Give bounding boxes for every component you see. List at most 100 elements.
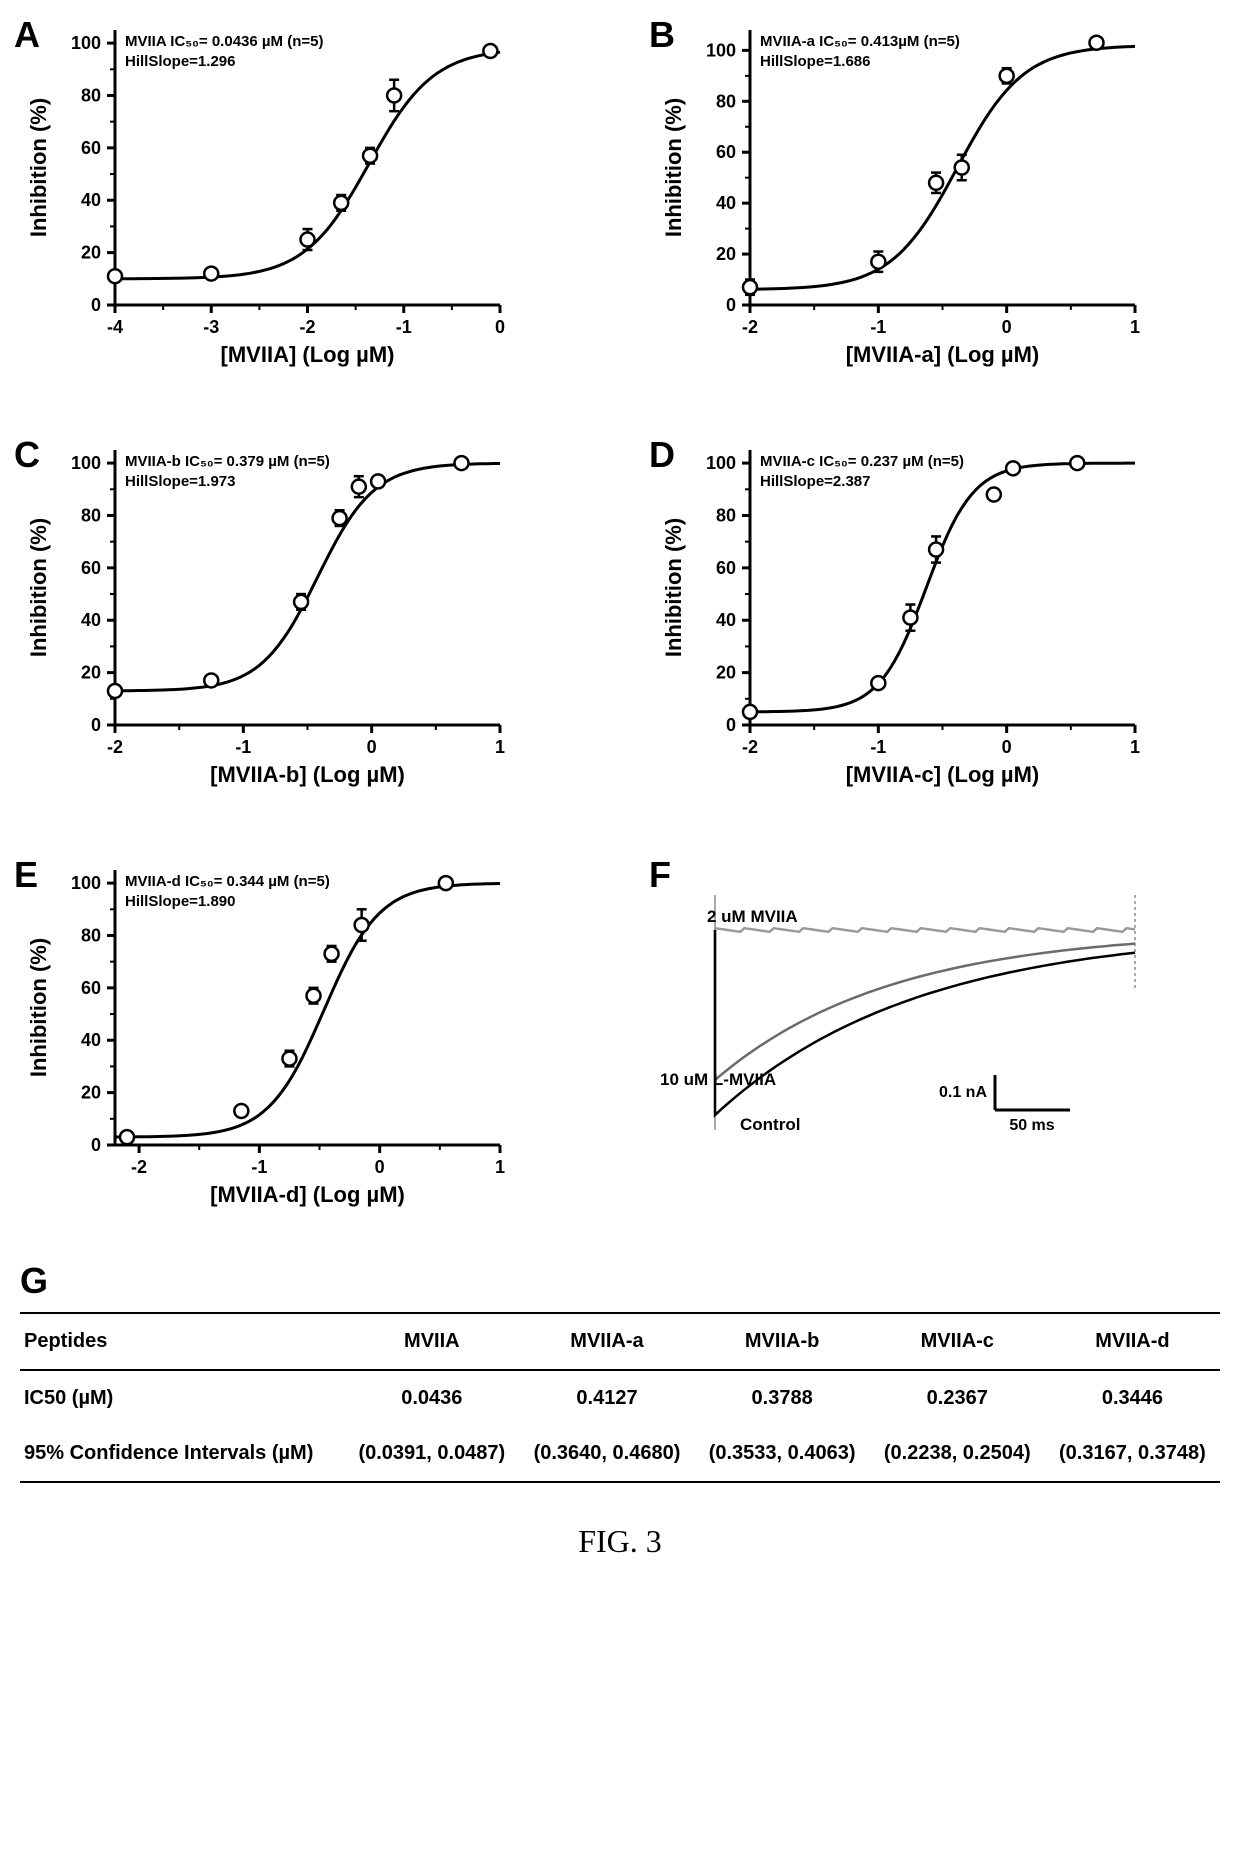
svg-text:40: 40 [81, 1030, 101, 1050]
table-cell: 0.3446 [1045, 1370, 1220, 1426]
svg-text:-2: -2 [742, 317, 758, 337]
anno-line2: HillSlope=2.387 [760, 472, 964, 492]
svg-text:100: 100 [706, 40, 736, 60]
dose-response-chart: 020406080100-2-101[MVIIA-d] (Log µM)Inhi… [20, 860, 520, 1220]
panel-e: E 020406080100-2-101[MVIIA-d] (Log µM)In… [20, 860, 585, 1220]
svg-text:0.1 nA: 0.1 nA [939, 1084, 987, 1101]
table-cell: IC50 (µM) [20, 1370, 344, 1426]
figure-caption: FIG. 3 [20, 1523, 1220, 1560]
table-panel: G PeptidesMVIIAMVIIA-aMVIIA-bMVIIA-cMVII… [20, 1260, 1220, 1483]
svg-text:50 ms: 50 ms [1009, 1117, 1054, 1134]
table-cell: 0.4127 [519, 1370, 694, 1426]
svg-text:40: 40 [716, 610, 736, 630]
panel-a: A 020406080100-4-3-2-10[MVIIA] (Log µM)I… [20, 20, 585, 380]
svg-text:0: 0 [91, 1135, 101, 1155]
svg-text:-1: -1 [251, 1157, 267, 1177]
svg-text:0: 0 [91, 715, 101, 735]
svg-text:60: 60 [81, 558, 101, 578]
svg-text:80: 80 [81, 505, 101, 525]
chart-annotation: MVIIA IC₅₀= 0.0436 µM (n=5) HillSlope=1.… [125, 32, 323, 73]
svg-text:10 uM L-MVIIA: 10 uM L-MVIIA [660, 1070, 776, 1089]
table-cell: (0.3640, 0.4680) [519, 1426, 694, 1482]
table-header: MVIIA-b [695, 1313, 870, 1370]
anno-line1: MVIIA IC₅₀= 0.0436 µM (n=5) [125, 32, 323, 52]
svg-text:-2: -2 [742, 737, 758, 757]
svg-text:60: 60 [716, 558, 736, 578]
anno-line1: MVIIA-a IC₅₀= 0.413µM (n=5) [760, 32, 960, 52]
svg-text:40: 40 [716, 193, 736, 213]
anno-line1: MVIIA-c IC₅₀= 0.237 µM (n=5) [760, 452, 964, 472]
svg-text:-2: -2 [299, 317, 315, 337]
svg-text:-2: -2 [131, 1157, 147, 1177]
svg-text:20: 20 [81, 1083, 101, 1103]
chart-annotation: MVIIA-a IC₅₀= 0.413µM (n=5) HillSlope=1.… [760, 32, 960, 73]
svg-text:Inhibition (%): Inhibition (%) [26, 98, 51, 237]
svg-text:Inhibition (%): Inhibition (%) [661, 98, 686, 237]
svg-text:60: 60 [81, 138, 101, 158]
table-header: MVIIA-a [519, 1313, 694, 1370]
chart-annotation: MVIIA-d IC₅₀= 0.344 µM (n=5) HillSlope=1… [125, 872, 330, 913]
table-header: Peptides [20, 1313, 344, 1370]
svg-text:1: 1 [1130, 737, 1140, 757]
svg-text:80: 80 [716, 91, 736, 111]
svg-text:20: 20 [716, 244, 736, 264]
table-cell: (0.3533, 0.4063) [695, 1426, 870, 1482]
svg-text:80: 80 [716, 505, 736, 525]
figure-grid: A 020406080100-4-3-2-10[MVIIA] (Log µM)I… [20, 20, 1220, 1220]
svg-text:80: 80 [81, 925, 101, 945]
svg-text:[MVIIA-a] (Log µM): [MVIIA-a] (Log µM) [846, 342, 1040, 367]
panel-b: B 020406080100-2-101[MVIIA-a] (Log µM)In… [655, 20, 1220, 380]
panel-c: C 020406080100-2-101[MVIIA-b] (Log µM)In… [20, 440, 585, 800]
svg-text:[MVIIA] (Log µM): [MVIIA] (Log µM) [221, 342, 395, 367]
svg-text:[MVIIA-b] (Log µM): [MVIIA-b] (Log µM) [210, 762, 405, 787]
svg-text:0: 0 [726, 715, 736, 735]
dose-response-chart: 020406080100-2-101[MVIIA-b] (Log µM)Inhi… [20, 440, 520, 800]
anno-line2: HillSlope=1.973 [125, 472, 330, 492]
svg-text:100: 100 [71, 453, 101, 473]
table-cell: 95% Confidence Intervals (µM) [20, 1426, 344, 1482]
svg-text:40: 40 [81, 190, 101, 210]
svg-text:0: 0 [91, 295, 101, 315]
dose-response-chart: 0 20 40 60 80 100 -2 -1 0 1 [MVIIA-a] (Log µM) Inhi… [655, 20, 1155, 380]
table-header: MVIIA [344, 1313, 519, 1370]
svg-text:100: 100 [706, 453, 736, 473]
svg-text:0: 0 [367, 737, 377, 757]
table-row: 95% Confidence Intervals (µM)(0.0391, 0.… [20, 1426, 1220, 1482]
svg-text:-1: -1 [235, 737, 251, 757]
svg-text:Inhibition (%): Inhibition (%) [661, 518, 686, 657]
svg-text:-1: -1 [870, 737, 886, 757]
svg-text:-4: -4 [107, 317, 123, 337]
svg-text:Inhibition (%): Inhibition (%) [26, 938, 51, 1077]
anno-line2: HillSlope=1.890 [125, 892, 330, 912]
anno-line2: HillSlope=1.296 [125, 52, 323, 72]
table-cell: (0.2238, 0.2504) [870, 1426, 1045, 1482]
svg-text:-2: -2 [107, 737, 123, 757]
table-row: IC50 (µM)0.04360.41270.37880.23670.3446 [20, 1370, 1220, 1426]
chart-annotation: MVIIA-b IC₅₀= 0.379 µM (n=5) HillSlope=1… [125, 452, 330, 493]
panel-f: F 0.1 nA50 ms2 uM MVIIA10 uM L-MVIIACont… [655, 860, 1220, 1220]
svg-text:0: 0 [1002, 317, 1012, 337]
svg-text:[MVIIA-d] (Log µM): [MVIIA-d] (Log µM) [210, 1182, 405, 1207]
svg-text:1: 1 [495, 737, 505, 757]
panel-letter-g: G [20, 1260, 1220, 1302]
svg-text:-1: -1 [870, 317, 886, 337]
table-cell: 0.0436 [344, 1370, 519, 1426]
svg-text:60: 60 [81, 978, 101, 998]
chart-annotation: MVIIA-c IC₅₀= 0.237 µM (n=5) HillSlope=2… [760, 452, 964, 493]
svg-text:20: 20 [716, 663, 736, 683]
svg-text:60: 60 [716, 142, 736, 162]
svg-text:0: 0 [726, 295, 736, 315]
table-cell: (0.0391, 0.0487) [344, 1426, 519, 1482]
svg-text:1: 1 [1130, 317, 1140, 337]
svg-text:100: 100 [71, 873, 101, 893]
svg-text:0: 0 [375, 1157, 385, 1177]
svg-text:[MVIIA-c] (Log µM): [MVIIA-c] (Log µM) [846, 762, 1040, 787]
svg-text:100: 100 [71, 33, 101, 53]
svg-text:80: 80 [81, 85, 101, 105]
svg-text:40: 40 [81, 610, 101, 630]
anno-line1: MVIIA-b IC₅₀= 0.379 µM (n=5) [125, 452, 330, 472]
svg-text:20: 20 [81, 663, 101, 683]
svg-text:Control: Control [740, 1115, 800, 1134]
anno-line1: MVIIA-d IC₅₀= 0.344 µM (n=5) [125, 872, 330, 892]
table-header: MVIIA-c [870, 1313, 1045, 1370]
